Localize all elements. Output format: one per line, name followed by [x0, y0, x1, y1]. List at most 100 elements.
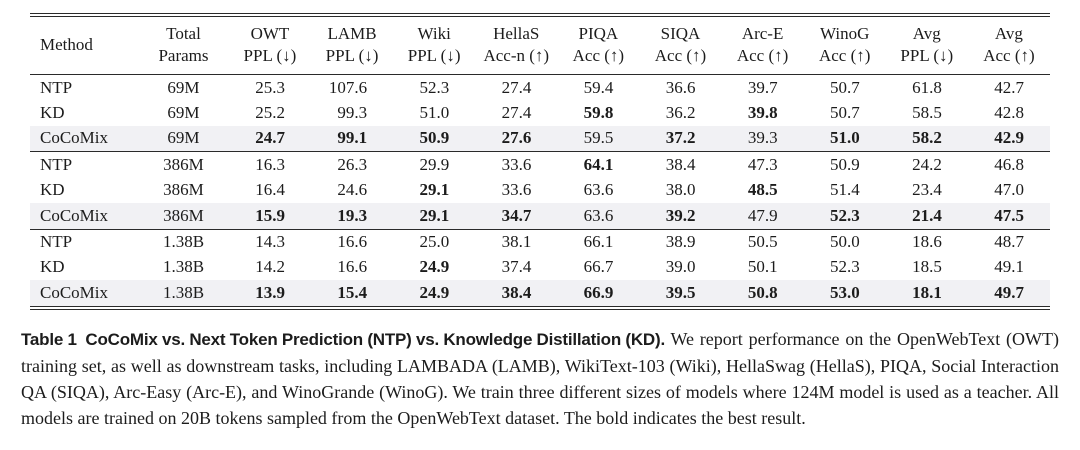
col-header-siqa-7: SIQA Acc (↑) [639, 17, 722, 76]
metric-cell: 52.3 [830, 205, 860, 225]
table-row-cocomix-1.38b: CoCoMix 1.38B 13.9 15.4 24.9 38.4 66.9 39.5 50.8… [30, 280, 1050, 306]
metric-cell: 38.0 [665, 180, 696, 200]
metric-cell: 24.2 [912, 154, 942, 174]
header-row: Method Total Params OWT PPL (↓) LAMB PPL (↓) Wi… [30, 17, 1050, 76]
metric-cell: 49.7 [994, 282, 1024, 302]
col-header-wiki-4: Wiki PPL (↓) [393, 17, 476, 76]
metric-cell: 48.7 [994, 232, 1024, 252]
params-cell: 1.38B [162, 232, 205, 252]
metric-cell: 18.1 [912, 282, 942, 302]
metric-cell: 29.1 [419, 205, 450, 225]
metric-cell: 39.2 [665, 205, 696, 225]
col-header-avg-11: Avg Acc (↑) [967, 17, 1050, 76]
method-cell: KD [40, 180, 65, 200]
metric-cell: 24.9 [419, 282, 450, 302]
metric-cell: 16.4 [255, 180, 285, 200]
metric-cell: 50.9 [830, 154, 860, 174]
col-header-winog-9: WinoG Acc (↑) [803, 17, 886, 76]
metric-cell: 38.4 [501, 282, 532, 302]
params-cell: 69M [167, 103, 200, 123]
metric-cell: 64.1 [583, 154, 614, 174]
metric-cell: 16.3 [255, 154, 285, 174]
table-row-ntp-1.38b: NTP 1.38B 14.3 16.6 25.0 38.1 66.1 38.9 50.5 50.0… [30, 229, 1050, 255]
table-row-cocomix-69m: CoCoMix 69M 24.7 99.1 50.9 27.6 59.5 37.2 39.3 51… [30, 125, 1050, 152]
method-cell: CoCoMix [40, 128, 109, 148]
method-cell: CoCoMix [40, 282, 109, 302]
paper-table-figure: Method Total Params OWT PPL (↓) LAMB PPL (↓) Wi… [21, 13, 1059, 431]
metric-cell: 51.0 [419, 103, 450, 123]
table-row-kd-1.38b: KD 1.38B 14.2 16.6 24.9 37.4 66.7 39.0 50.1 52.3 1… [30, 255, 1050, 280]
caption-body: We report performance on the OpenWebText… [21, 328, 1059, 428]
metric-cell: 66.9 [583, 282, 614, 302]
metric-cell: 59.5 [583, 128, 614, 148]
table-bottom-rule [30, 305, 1050, 310]
metric-cell: 39.0 [665, 257, 696, 277]
metric-cell: 58.2 [912, 128, 942, 148]
metric-cell: 49.1 [994, 257, 1024, 277]
metric-cell: 50.7 [830, 77, 860, 97]
table-row-ntp-386m: NTP 386M 16.3 26.3 29.9 33.6 64.1 38.4 47.3 50.9 2… [30, 152, 1050, 178]
metric-cell: 24.7 [255, 128, 285, 148]
col-header-method-0: Method [30, 17, 139, 76]
table-caption: Table 1 CoCoMix vs. Next Token Predictio… [21, 326, 1059, 431]
metric-cell: 16.6 [337, 257, 368, 277]
metric-cell: 29.1 [419, 180, 450, 200]
method-cell: NTP [40, 154, 73, 174]
metric-cell: 37.2 [665, 128, 696, 148]
metric-cell: 25.0 [419, 232, 450, 252]
metric-cell: 48.5 [747, 180, 778, 200]
metric-cell: 14.3 [255, 232, 285, 252]
metric-cell: 19.3 [337, 205, 368, 225]
metric-cell: 39.3 [747, 128, 778, 148]
metric-cell: 23.4 [912, 180, 942, 200]
metric-cell: 18.6 [912, 232, 942, 252]
metric-cell: 39.8 [747, 103, 778, 123]
model-size-group-2: NTP 1.38B 14.3 16.6 25.0 38.1 66.1 38.9 50.5 50.0… [30, 229, 1050, 306]
metric-cell: 47.9 [747, 205, 778, 225]
metric-cell: 42.9 [994, 128, 1024, 148]
metric-cell: 50.7 [830, 103, 860, 123]
metric-cell: 107.6 [328, 77, 368, 97]
metric-cell: 51.4 [830, 180, 860, 200]
metric-cell: 29.9 [419, 154, 450, 174]
metric-cell: 36.6 [665, 77, 696, 97]
metric-cell: 59.4 [583, 77, 614, 97]
metric-cell: 50.5 [747, 232, 778, 252]
method-cell: CoCoMix [40, 205, 109, 225]
table-header: Method Total Params OWT PPL (↓) LAMB PPL (↓) Wi… [30, 17, 1050, 76]
metric-cell: 47.5 [994, 205, 1024, 225]
metric-cell: 42.7 [994, 77, 1024, 97]
params-cell: 1.38B [162, 257, 205, 277]
metric-cell: 24.9 [419, 257, 450, 277]
metric-cell: 61.8 [912, 77, 942, 97]
metric-cell: 38.4 [665, 154, 696, 174]
metric-cell: 99.3 [337, 103, 368, 123]
metric-cell: 38.9 [665, 232, 696, 252]
metric-cell: 13.9 [255, 282, 285, 302]
results-table: Method Total Params OWT PPL (↓) LAMB PPL (↓) Wi… [30, 17, 1050, 306]
metric-cell: 15.4 [337, 282, 368, 302]
metric-cell: 52.3 [419, 77, 450, 97]
table-row-cocomix-386m: CoCoMix 386M 15.9 19.3 29.1 34.7 63.6 39.2 47.9 5… [30, 203, 1050, 230]
col-header-hellas-5: HellaS Acc-n (↑) [475, 17, 558, 76]
params-cell: 69M [167, 77, 200, 97]
metric-cell: 21.4 [912, 205, 942, 225]
caption-label: Table 1 CoCoMix vs. Next Token Predictio… [21, 329, 665, 349]
col-header-avg-10: Avg PPL (↓) [885, 17, 968, 76]
metric-cell: 16.6 [337, 232, 368, 252]
method-cell: KD [40, 103, 65, 123]
method-cell: NTP [40, 232, 73, 252]
method-cell: NTP [40, 77, 73, 97]
metric-cell: 14.2 [255, 257, 285, 277]
metric-cell: 27.6 [501, 128, 532, 148]
table-row-kd-69m: KD 69M 25.2 99.3 51.0 27.4 59.8 36.2 39.8 50.7 58.… [30, 101, 1050, 126]
method-cell: KD [40, 257, 65, 277]
metric-cell: 38.1 [501, 232, 532, 252]
model-size-group-1: NTP 386M 16.3 26.3 29.9 33.6 64.1 38.4 47.3 50.9 2… [30, 151, 1050, 230]
metric-cell: 53.0 [830, 282, 860, 302]
metric-cell: 50.1 [747, 257, 778, 277]
metric-cell: 37.4 [501, 257, 532, 277]
metric-cell: 25.2 [255, 103, 285, 123]
params-cell: 1.38B [162, 282, 205, 302]
metric-cell: 59.8 [583, 103, 614, 123]
